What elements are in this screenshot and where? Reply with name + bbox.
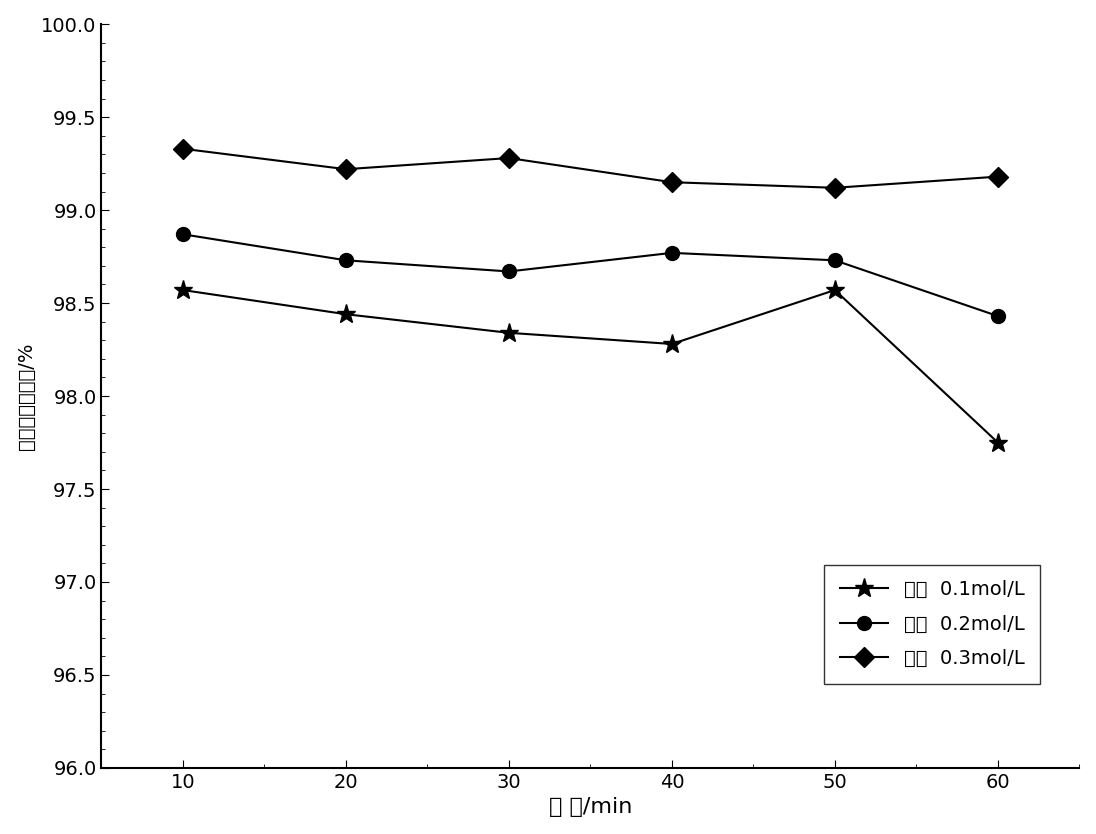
硫脲  0.3mol/L xyxy=(829,183,842,193)
Line: 硫脲  0.1mol/L: 硫脲 0.1mol/L xyxy=(173,280,1007,452)
硫脲  0.3mol/L xyxy=(991,172,1004,182)
硫脲  0.1mol/L xyxy=(340,309,353,319)
硫脲  0.2mol/L xyxy=(502,266,515,276)
Line: 硫脲  0.2mol/L: 硫脲 0.2mol/L xyxy=(176,228,1005,323)
硫脲  0.2mol/L xyxy=(991,311,1004,321)
硫脲  0.3mol/L xyxy=(665,177,678,187)
硫脲  0.1mol/L xyxy=(176,285,190,295)
Line: 硫脲  0.3mol/L: 硫脲 0.3mol/L xyxy=(176,142,1005,194)
Y-axis label: 氧化态汞去除率/%: 氧化态汞去除率/% xyxy=(16,342,36,450)
硫脲  0.3mol/L xyxy=(340,164,353,174)
硫脲  0.2mol/L xyxy=(340,255,353,265)
硫脲  0.2mol/L xyxy=(176,229,190,239)
硫脲  0.2mol/L xyxy=(829,255,842,265)
硫脲  0.1mol/L xyxy=(829,285,842,295)
硫脲  0.3mol/L xyxy=(502,153,515,163)
硫脲  0.3mol/L xyxy=(176,143,190,153)
硫脲  0.1mol/L xyxy=(665,339,678,349)
X-axis label: 时 间/min: 时 间/min xyxy=(549,797,632,817)
Legend: 硫脲  0.1mol/L, 硫脲  0.2mol/L, 硫脲  0.3mol/L: 硫脲 0.1mol/L, 硫脲 0.2mol/L, 硫脲 0.3mol/L xyxy=(824,565,1040,684)
硫脲  0.1mol/L xyxy=(502,328,515,338)
硫脲  0.1mol/L xyxy=(991,438,1004,448)
硫脲  0.2mol/L xyxy=(665,248,678,258)
